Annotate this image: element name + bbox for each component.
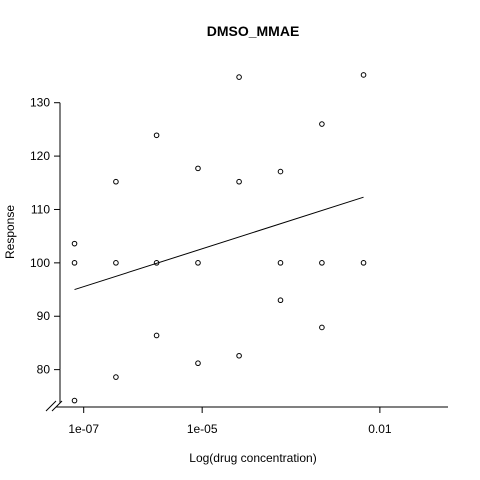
data-point: [195, 165, 201, 172]
data-points: [71, 72, 367, 404]
data-point: [236, 74, 242, 80]
data-point: [360, 72, 367, 78]
axis-break-mark: [51, 400, 63, 412]
data-point: [319, 260, 325, 266]
data-point: [153, 332, 160, 339]
x-tick-label: 0.01: [368, 422, 392, 436]
y-tick-label: 110: [31, 202, 50, 216]
data-point: [153, 132, 160, 139]
y-tick-label: 120: [30, 149, 50, 163]
axis-break-mark: [45, 400, 57, 412]
x-axis-label: Log(drug concentration): [189, 451, 316, 465]
data-point: [113, 260, 119, 266]
y-axis: 80 90 100 110 120 130: [30, 96, 61, 403]
x-tick-label: 1e-07: [68, 422, 99, 436]
data-point: [277, 297, 284, 304]
data-point: [319, 324, 325, 331]
data-point: [113, 374, 119, 380]
y-tick-label: 90: [37, 309, 51, 323]
data-point: [113, 178, 119, 185]
y-tick-label: 130: [30, 96, 50, 110]
data-point: [195, 260, 201, 266]
data-point: [71, 260, 78, 266]
fit-line: [74, 196, 364, 291]
data-point: [236, 352, 242, 359]
data-point: [195, 360, 201, 367]
data-point: [71, 397, 78, 404]
data-point: [153, 260, 160, 266]
y-tick-label: 100: [30, 256, 50, 270]
y-tick-label: 80: [37, 363, 51, 377]
x-axis: 1e-07 1e-05 0.01: [45, 400, 448, 436]
fit-line-group: [74, 196, 364, 291]
y-axis-label: Response: [3, 205, 17, 259]
data-point: [277, 168, 284, 175]
data-point: [236, 178, 242, 185]
data-point: [277, 260, 284, 266]
chart-title: DMSO_MMAE: [207, 23, 300, 39]
data-point: [319, 121, 325, 127]
data-point: [360, 260, 367, 266]
data-point: [71, 240, 78, 247]
x-tick-label: 1e-05: [187, 422, 218, 436]
